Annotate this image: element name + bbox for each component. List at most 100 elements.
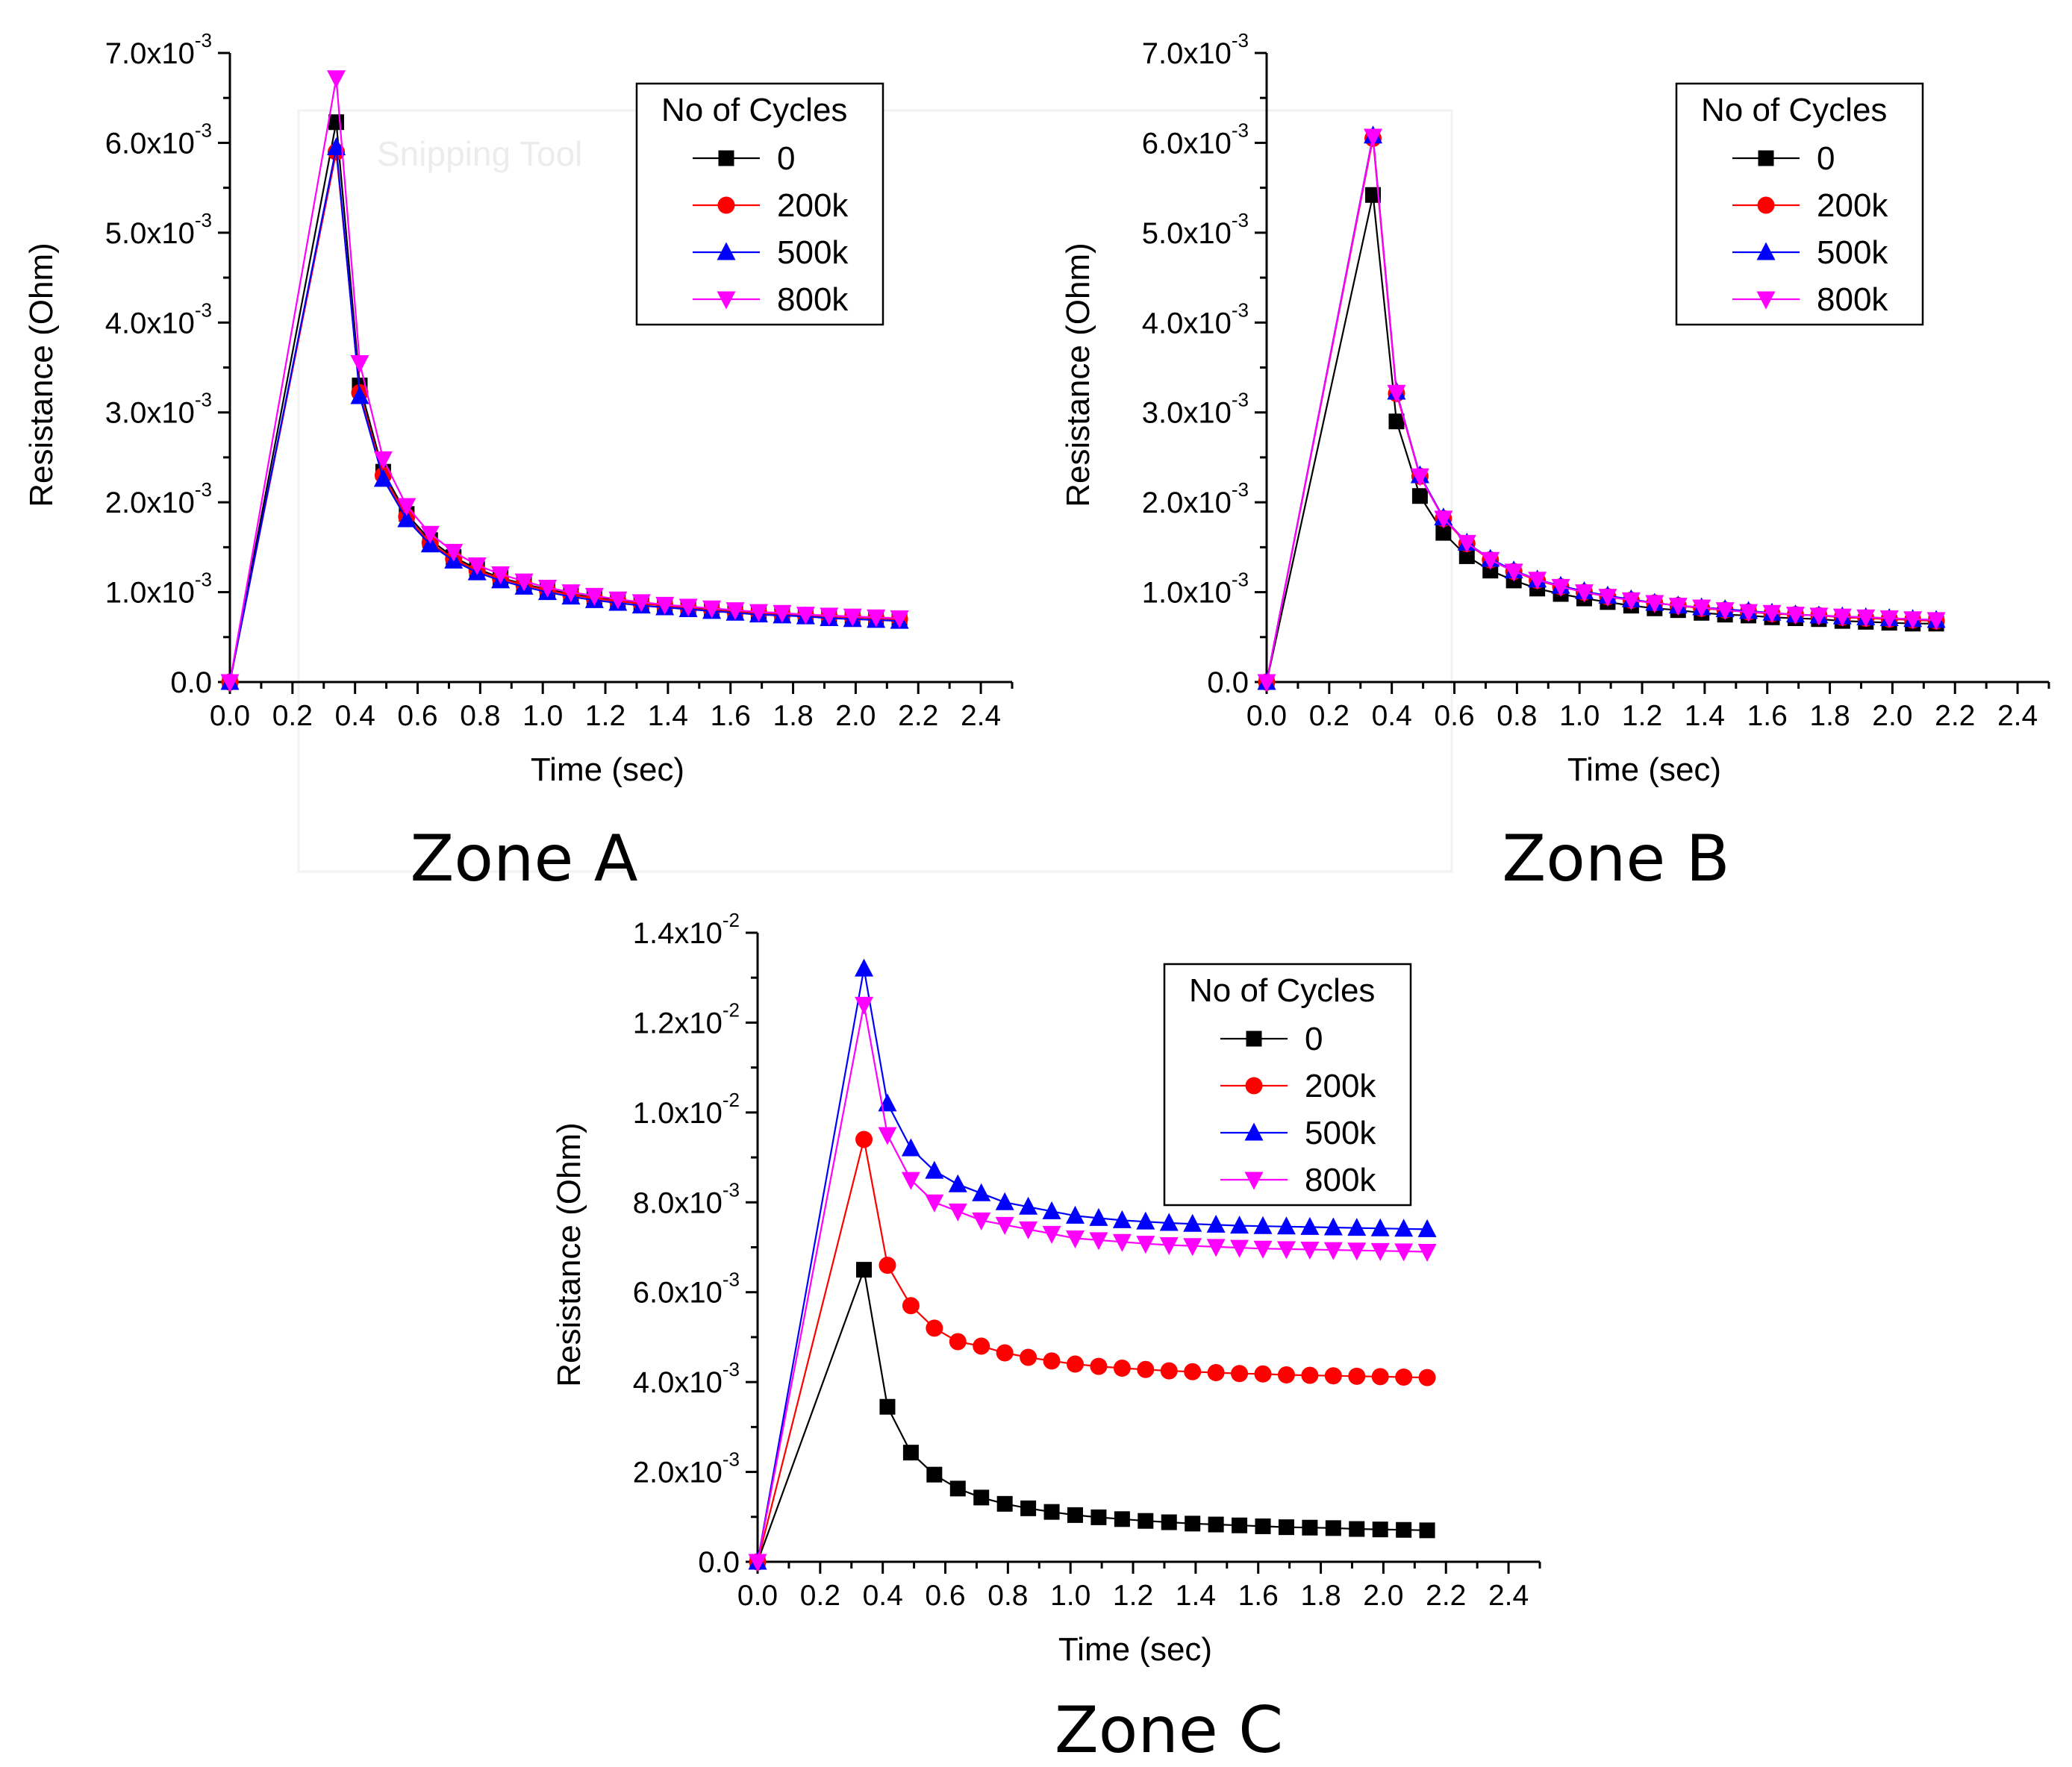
data-point-200k [1090, 1357, 1108, 1375]
data-point-800k [1370, 1242, 1390, 1261]
y-tick-label: 7.0x10-3 [1142, 29, 1249, 70]
data-point-0 [1255, 1518, 1271, 1534]
legend-marker-200k [1245, 1077, 1263, 1095]
data-point-800k [855, 996, 874, 1015]
legend-marker-200k [717, 196, 735, 214]
data-point-800k [1457, 534, 1476, 553]
x-tick-label: 1.6 [1238, 1580, 1279, 1612]
data-point-500k [350, 386, 369, 404]
x-tick-label: 2.2 [1935, 700, 1975, 732]
x-tick-label: 0.6 [925, 1580, 965, 1612]
data-point-800k [1136, 1236, 1155, 1254]
data-point-800k [1739, 604, 1759, 622]
y-tick-label: 0.0 [170, 666, 212, 699]
legend-item: 0 [1732, 140, 1835, 177]
data-point-500k [1230, 1216, 1249, 1234]
data-point-800k [843, 608, 862, 627]
data-point-0 [1411, 488, 1428, 504]
data-point-0 [902, 1445, 919, 1461]
data-point-800k [608, 591, 628, 610]
data-point-200k [1231, 1365, 1249, 1383]
data-point-200k [879, 1257, 896, 1275]
data-point-0 [1114, 1511, 1130, 1527]
data-point-800k [631, 594, 651, 613]
data-point-800k [867, 609, 886, 628]
data-point-800k [773, 604, 792, 623]
data-point-800k [467, 557, 487, 575]
x-tick-label: 2.0 [1363, 1580, 1403, 1612]
legend-label: 0 [777, 140, 795, 177]
y-tick-label: 3.0x10-3 [1142, 389, 1249, 430]
x-tick-label: 1.2 [585, 700, 625, 732]
data-point-800k [1417, 1244, 1437, 1263]
legend-label: 200k [1817, 187, 1888, 224]
x-tick-label: 0.2 [272, 700, 313, 732]
x-tick-label: 1.8 [773, 700, 813, 732]
data-point-800k [1159, 1236, 1179, 1255]
x-axis-title: Time (sec) [531, 751, 684, 788]
data-point-800k [1183, 1238, 1202, 1257]
data-point-200k [1324, 1367, 1342, 1385]
data-point-500k [925, 1160, 944, 1179]
data-point-200k [1301, 1366, 1319, 1384]
axes: 0.0 0.2 0.4 0.6 0.8 1.0 1.2 1.4 1.6 1.8 2.0 2.2 2.4 0… [1060, 29, 2050, 788]
axes: 0.0 0.2 0.4 0.6 0.8 1.0 1.2 1.4 1.6 1.8 2.0 2.2 2.4 0… [551, 909, 1541, 1668]
x-tick-label: 1.2 [1113, 1580, 1153, 1612]
data-point-0 [1090, 1509, 1107, 1525]
legend-label: 0 [1305, 1021, 1323, 1057]
legend-item: 500k [693, 234, 849, 271]
x-tick-label: 0.2 [800, 1580, 840, 1612]
data-point-200k [1113, 1359, 1131, 1377]
legend: No of Cycles 0 200k 500k 800k [635, 82, 884, 326]
data-point-800k [972, 1212, 991, 1230]
data-point-800k [678, 598, 698, 617]
legend-item: 200k [1220, 1068, 1376, 1104]
x-tick-label: 0.4 [1372, 700, 1412, 732]
data-point-500k [1112, 1210, 1132, 1228]
legend-marker-200k [1757, 196, 1775, 214]
data-point-0 [1435, 525, 1452, 541]
data-point-800k [925, 1194, 944, 1213]
data-point-800k [373, 451, 393, 469]
x-tick-label: 0.6 [397, 700, 437, 732]
y-tick-label: 3.0x10-3 [105, 389, 212, 430]
legend-label: 800k [777, 281, 849, 318]
data-point-500k [1136, 1211, 1155, 1230]
data-point-800k [1832, 608, 1852, 627]
y-tick-label: 1.0x10-3 [1142, 569, 1249, 610]
x-tick-label: 1.8 [1809, 700, 1850, 732]
x-tick-label: 0.8 [1497, 700, 1537, 732]
data-point-800k [1042, 1225, 1061, 1244]
data-point-800k [1715, 602, 1735, 621]
data-point-200k [855, 1130, 873, 1148]
chart-zone-b: 0.0 0.2 0.4 0.6 0.8 1.0 1.2 1.4 1.6 1.8 2.0 2.2 2.4 0… [1060, 29, 2050, 896]
data-point-500k [1183, 1213, 1202, 1232]
data-point-800k [890, 610, 909, 628]
data-point-500k [1323, 1217, 1343, 1236]
legend-marker-0 [1758, 150, 1774, 166]
x-tick-label: 1.0 [522, 700, 563, 732]
data-point-800k [1481, 551, 1500, 570]
data-point-0 [1302, 1519, 1318, 1536]
data-point-800k [1257, 674, 1276, 692]
legend-box [635, 82, 884, 326]
legend-marker-800k [717, 291, 736, 310]
data-point-800k [995, 1216, 1014, 1235]
y-tick-label: 7.0x10-3 [105, 29, 212, 70]
x-tick-label: 2.0 [1872, 700, 1912, 732]
data-point-0 [1278, 1519, 1294, 1536]
y-tick-label: 6.0x10-3 [633, 1269, 740, 1310]
zone-caption: Zone B [1502, 822, 1729, 896]
series-0 [749, 1262, 1435, 1570]
legend-marker-0 [1246, 1031, 1262, 1047]
data-point-0 [926, 1466, 943, 1483]
data-point-0 [1396, 1522, 1412, 1538]
data-point-200k [1371, 1368, 1389, 1386]
data-point-200k [1418, 1369, 1436, 1386]
x-tick-label: 1.2 [1622, 700, 1662, 732]
data-point-800k [1112, 1233, 1132, 1252]
x-tick-label: 1.0 [1050, 1580, 1090, 1612]
data-point-800k [1364, 128, 1383, 147]
data-point-0 [1372, 1522, 1388, 1538]
data-point-0 [1185, 1516, 1201, 1532]
